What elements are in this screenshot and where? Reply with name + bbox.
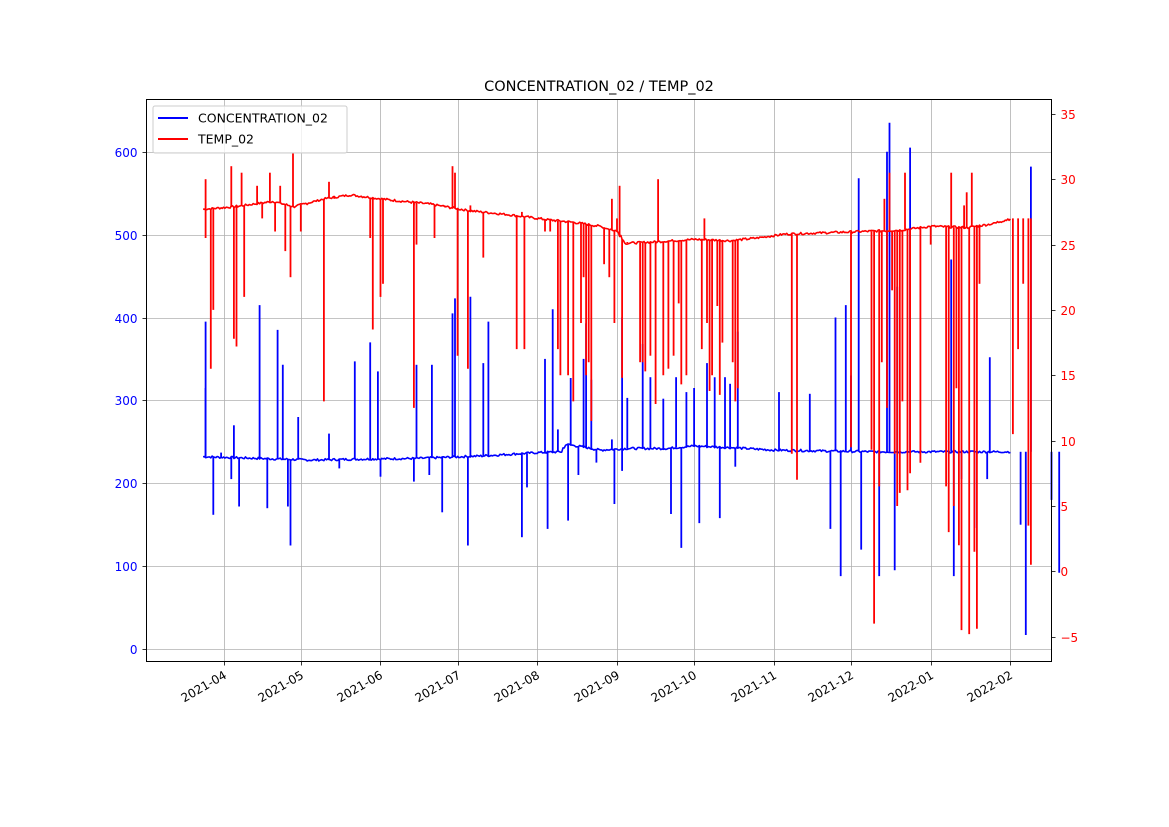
legend-label-temp: TEMP_02 <box>197 132 254 147</box>
y-right-tick-label: 25 <box>1061 239 1076 253</box>
y-right-tick-label: 10 <box>1061 435 1076 449</box>
grid <box>146 99 1052 662</box>
plot-frame <box>146 99 1052 662</box>
y-left-tick-label: 600 <box>115 146 138 160</box>
y-left-tick-label: 200 <box>115 477 138 491</box>
y-right-tick-label: −5 <box>1061 631 1079 645</box>
y-right-tick-label: 5 <box>1061 500 1069 514</box>
y-right-tick-label: 35 <box>1061 108 1076 122</box>
y-left-tick-label: 100 <box>115 560 138 574</box>
left-axis: 0 100 200 300 400 500 600 <box>115 146 147 657</box>
y-right-tick-label: 30 <box>1061 173 1076 187</box>
series-layer <box>202 122 1061 635</box>
y-left-tick-label: 300 <box>115 394 138 408</box>
concentration-baseline-line <box>202 443 1011 462</box>
legend: CONCENTRATION_02 TEMP_02 <box>152 105 348 154</box>
legend-label-concentration: CONCENTRATION_02 <box>198 111 328 126</box>
temp-baseline-line <box>202 193 1011 245</box>
y-right-tick-label: 0 <box>1061 565 1069 579</box>
y-left-tick-label: 500 <box>115 229 138 243</box>
chart-title: CONCENTRATION_02 / TEMP_02 <box>484 79 714 95</box>
y-right-tick-label: 20 <box>1061 304 1076 318</box>
series-temp <box>202 153 1032 635</box>
y-left-tick-label: 0 <box>130 643 138 657</box>
y-right-tick-label: 15 <box>1061 369 1076 383</box>
legend-box <box>152 105 348 154</box>
y-left-tick-label: 400 <box>115 312 138 326</box>
right-axis: −5 0 5 10 15 20 25 30 35 <box>1051 108 1079 645</box>
